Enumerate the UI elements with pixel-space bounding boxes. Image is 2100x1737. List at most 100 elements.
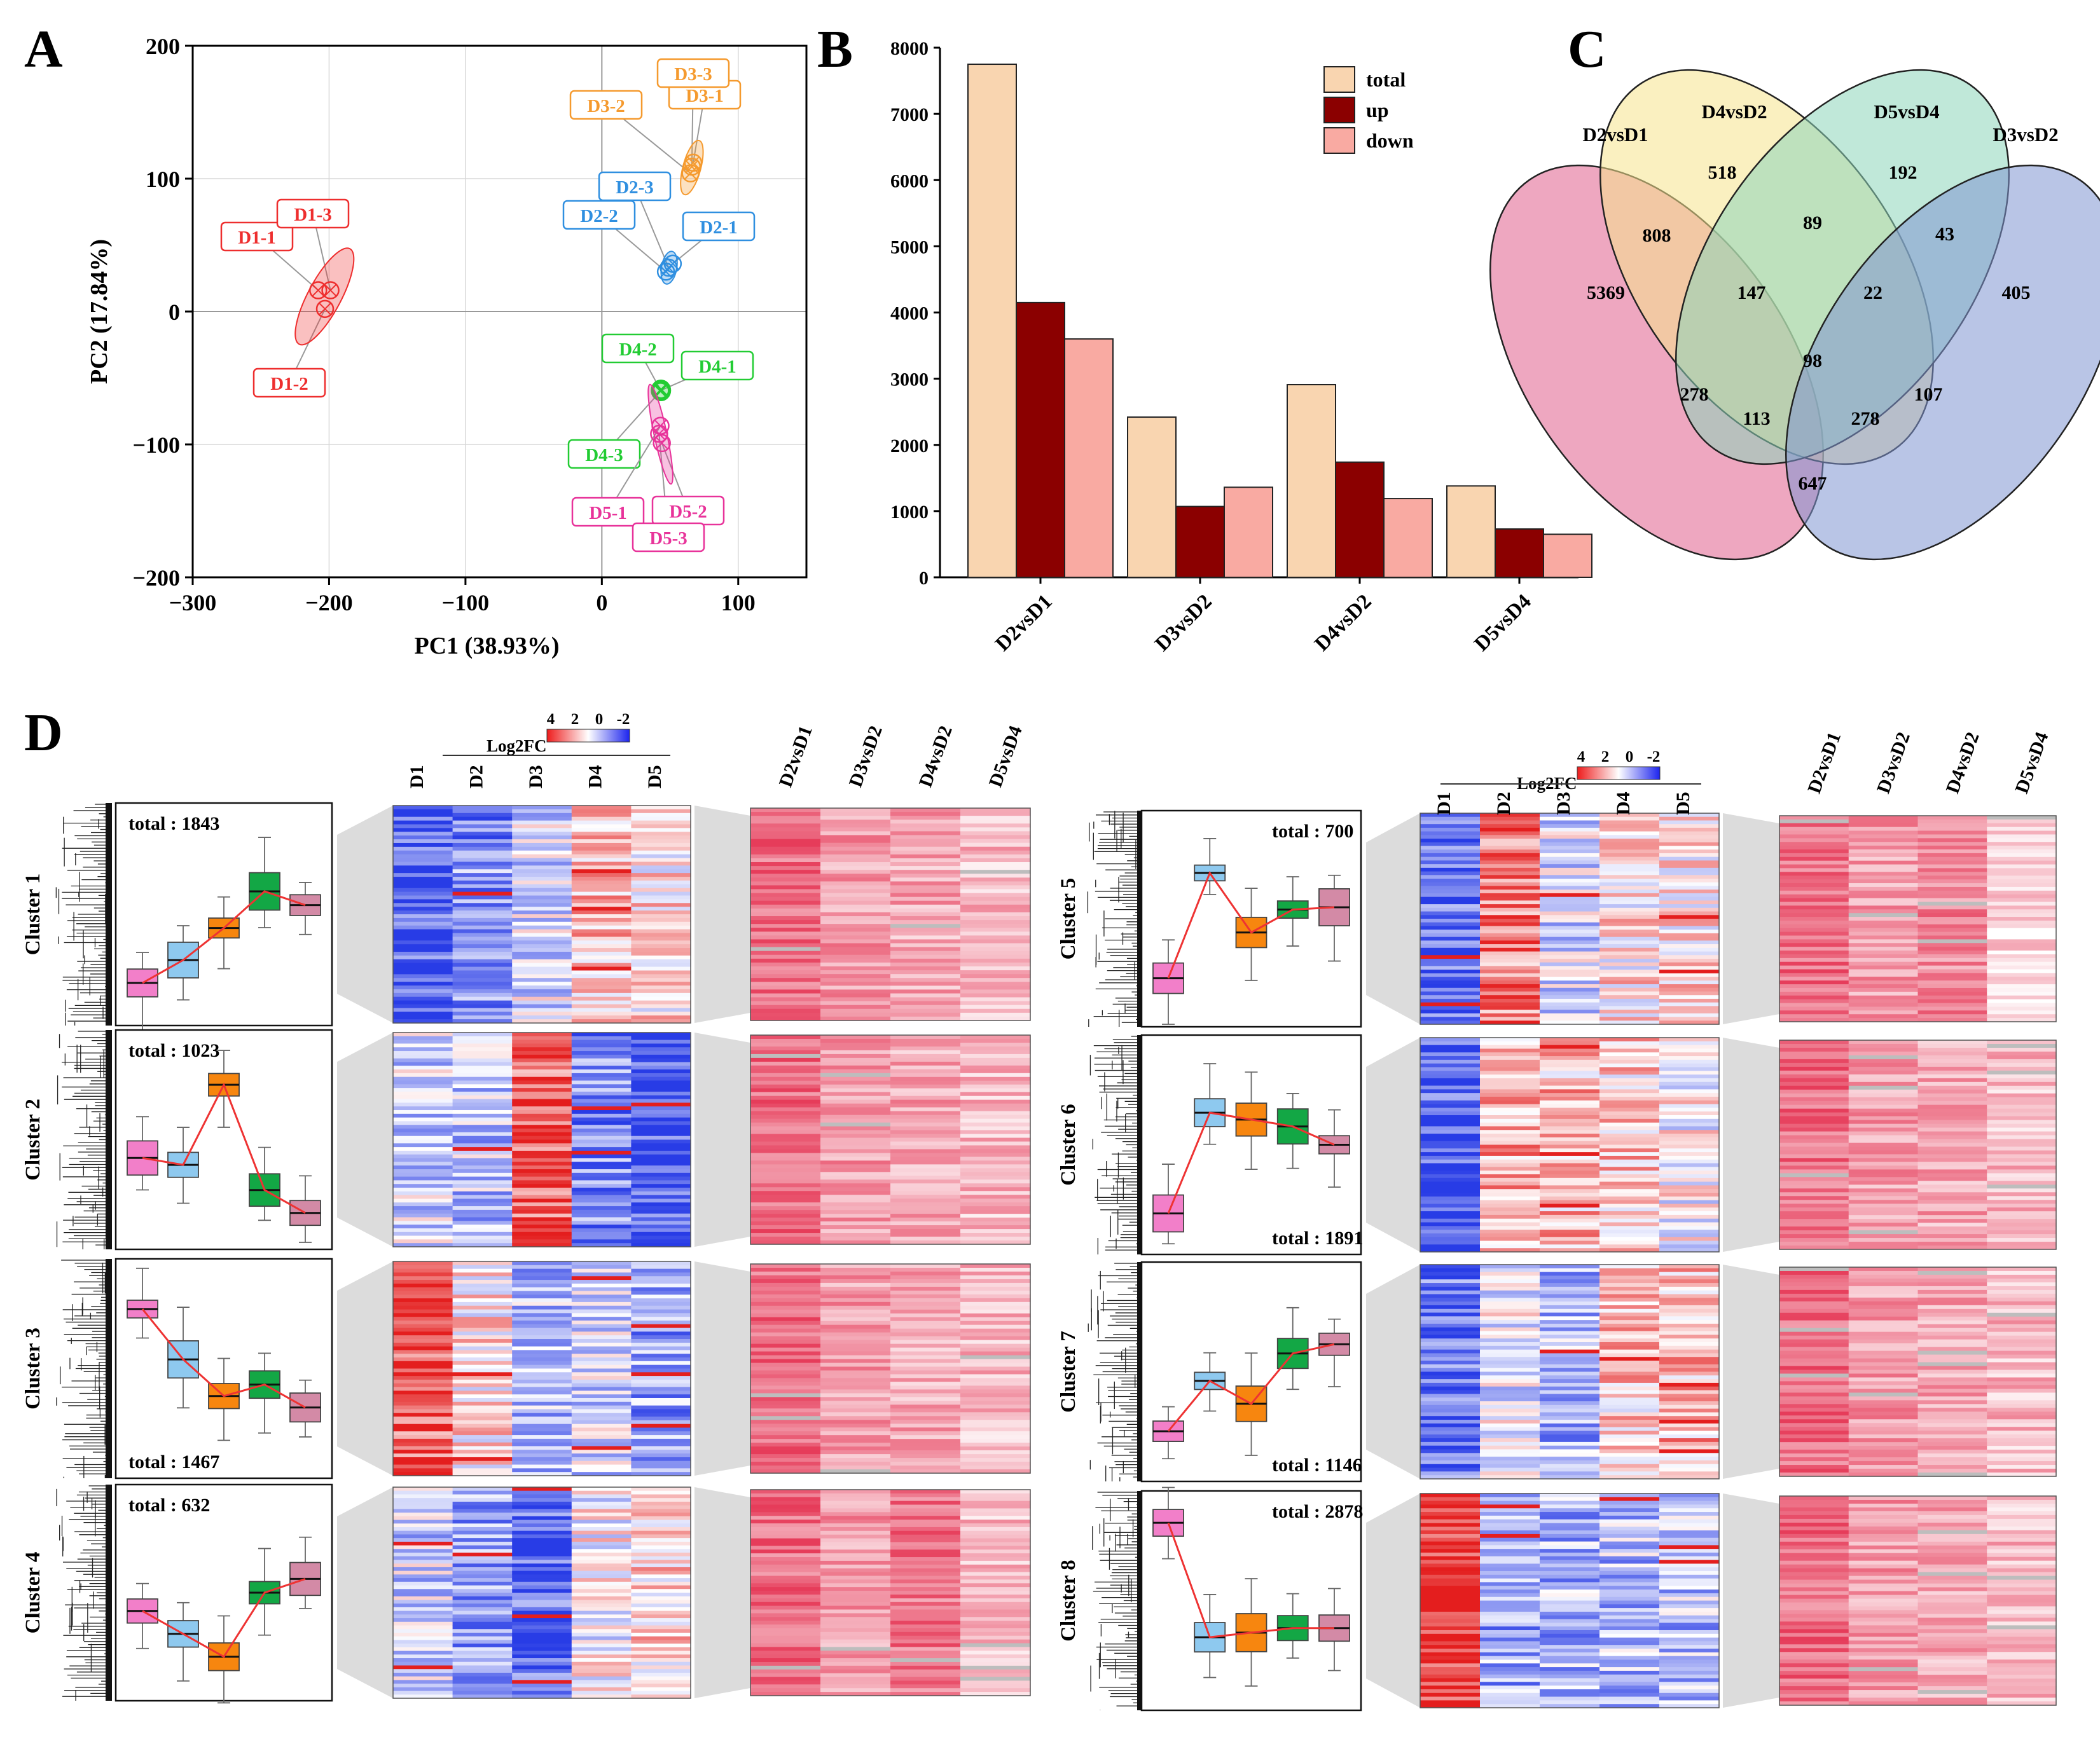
- foldchange-cell: [960, 1598, 1031, 1603]
- foldchange-cell: [1779, 920, 1849, 925]
- foldchange-cell: [890, 966, 961, 971]
- heatmap-cell: [1480, 980, 1540, 985]
- heatmap-cell: [1480, 824, 1540, 828]
- heatmap-cell: [1659, 919, 1720, 923]
- heatmap-cell: [631, 1209, 691, 1214]
- heatmap-cell: [571, 1534, 632, 1539]
- foldchange-cell: [1987, 1211, 2057, 1216]
- heatmap-cell: [393, 1354, 453, 1358]
- heatmap-cell: [631, 1180, 691, 1184]
- heatmap-cell: [571, 1516, 632, 1521]
- heatmap-cell: [1599, 1230, 1660, 1234]
- heatmap-cell: [1420, 886, 1481, 890]
- foldchange-cell: [1917, 849, 1987, 854]
- foldchange-cell: [750, 1286, 821, 1291]
- heatmap-cell: [393, 1198, 453, 1203]
- heatmap-cell: [1420, 1327, 1481, 1332]
- heatmap-cell: [393, 1206, 453, 1211]
- heatmap-cell: [1480, 1283, 1540, 1287]
- heatmap-cell: [1540, 1361, 1600, 1365]
- heatmap-cell: [631, 992, 691, 998]
- foldchange-cell: [960, 1137, 1031, 1143]
- foldchange-cell: [1987, 987, 2057, 992]
- heatmap-cell: [393, 1567, 453, 1572]
- heatmap-frame: [392, 1486, 691, 1699]
- heatmap-cell: [512, 992, 572, 998]
- foldchange-cell: [1917, 999, 1987, 1004]
- foldchange-cell: [1917, 1006, 1987, 1011]
- heatmap-cell: [1540, 1275, 1600, 1280]
- point-label: D4-2: [619, 340, 657, 360]
- foldchange-cell: [960, 916, 1031, 921]
- foldchange-cell: [960, 1321, 1031, 1326]
- heatmap-cell: [1480, 955, 1540, 959]
- foldchange-cell: [1779, 909, 1849, 914]
- heatmap-cell: [1420, 824, 1481, 828]
- foldchange-cell: [820, 1363, 891, 1368]
- foldchange-cell: [960, 1639, 1031, 1644]
- heatmap-cell: [1659, 962, 1720, 967]
- foldchange-cell: [1779, 838, 1849, 842]
- heatmap-cell: [571, 1509, 632, 1513]
- heatmap-cell: [1659, 1427, 1720, 1432]
- heatmap-cell: [1420, 1185, 1481, 1190]
- heatmap-cell: [1540, 1078, 1600, 1083]
- heatmap-cell: [512, 1195, 572, 1200]
- heatmap-cell: [631, 1121, 691, 1125]
- foldchange-frame: [750, 807, 1031, 1021]
- foldchange-cell: [890, 1520, 961, 1524]
- venn-region-count: 5369: [1587, 282, 1625, 303]
- foldchange-cell: [820, 1305, 891, 1310]
- heatmap-cell: [571, 1040, 632, 1045]
- heatmap-cell: [1480, 1144, 1540, 1149]
- foldchange-cell: [820, 835, 891, 840]
- heatmap-cell: [393, 1694, 453, 1699]
- heatmap-cell: [1480, 1222, 1540, 1226]
- heatmap-cell: [631, 955, 691, 960]
- foldchange-cell: [1917, 1150, 1987, 1155]
- heatmap-cell: [571, 1379, 632, 1384]
- foldchange-cell: [960, 1684, 1031, 1689]
- heatmap-cell: [512, 914, 572, 919]
- heatmap-cell: [1540, 1457, 1600, 1461]
- foldchange-cell: [960, 935, 1031, 940]
- foldchange-cell: [1987, 958, 2057, 963]
- heatmap-cell: [1480, 1207, 1540, 1212]
- heatmap-cell: [393, 1523, 453, 1528]
- foldchange-cell: [890, 970, 961, 975]
- foldchange-cell: [820, 1076, 891, 1081]
- foldchange-cell: [750, 1324, 821, 1329]
- heatmap-cell: [512, 1110, 572, 1115]
- heatmap-cell: [512, 1047, 572, 1052]
- heatmap-cell: [452, 1585, 513, 1589]
- connector-wedge: [1723, 1493, 1779, 1708]
- foldchange-cell: [750, 1454, 821, 1459]
- foldchange-cell: [960, 1118, 1031, 1123]
- foldchange-cell: [750, 1692, 821, 1696]
- heatmap-cell: [452, 1394, 513, 1399]
- heatmap-cell: [571, 1593, 632, 1597]
- boxplot-D2: [167, 1602, 199, 1682]
- heatmap-cell: [1599, 1013, 1660, 1018]
- heatmap-cell: [452, 1603, 513, 1608]
- heatmap-cell: [452, 1019, 513, 1024]
- venn-region-count: 405: [2002, 282, 2031, 303]
- heatmap-cell: [393, 1621, 453, 1626]
- heatmap-cell: [1420, 1659, 1481, 1664]
- foldchange-cell: [1987, 1188, 2057, 1193]
- foldchange-cell: [890, 1658, 961, 1663]
- foldchange-cell: [750, 939, 821, 944]
- heatmap-cell: [1480, 1357, 1540, 1361]
- heatmap-cell: [393, 1468, 453, 1473]
- foldchange-cell: [890, 1420, 961, 1424]
- heatmap-cell: [631, 1102, 691, 1107]
- heatmap-cell: [1540, 1013, 1600, 1018]
- heatmap-cell: [1480, 1604, 1540, 1609]
- foldchange-cell: [890, 1602, 961, 1607]
- heatmap-cell: [631, 1206, 691, 1211]
- heatmap-cell: [571, 1530, 632, 1535]
- cluster-trend-line: [142, 1082, 306, 1214]
- heatmap-cell: [1480, 813, 1540, 818]
- heatmap-cell: [512, 940, 572, 945]
